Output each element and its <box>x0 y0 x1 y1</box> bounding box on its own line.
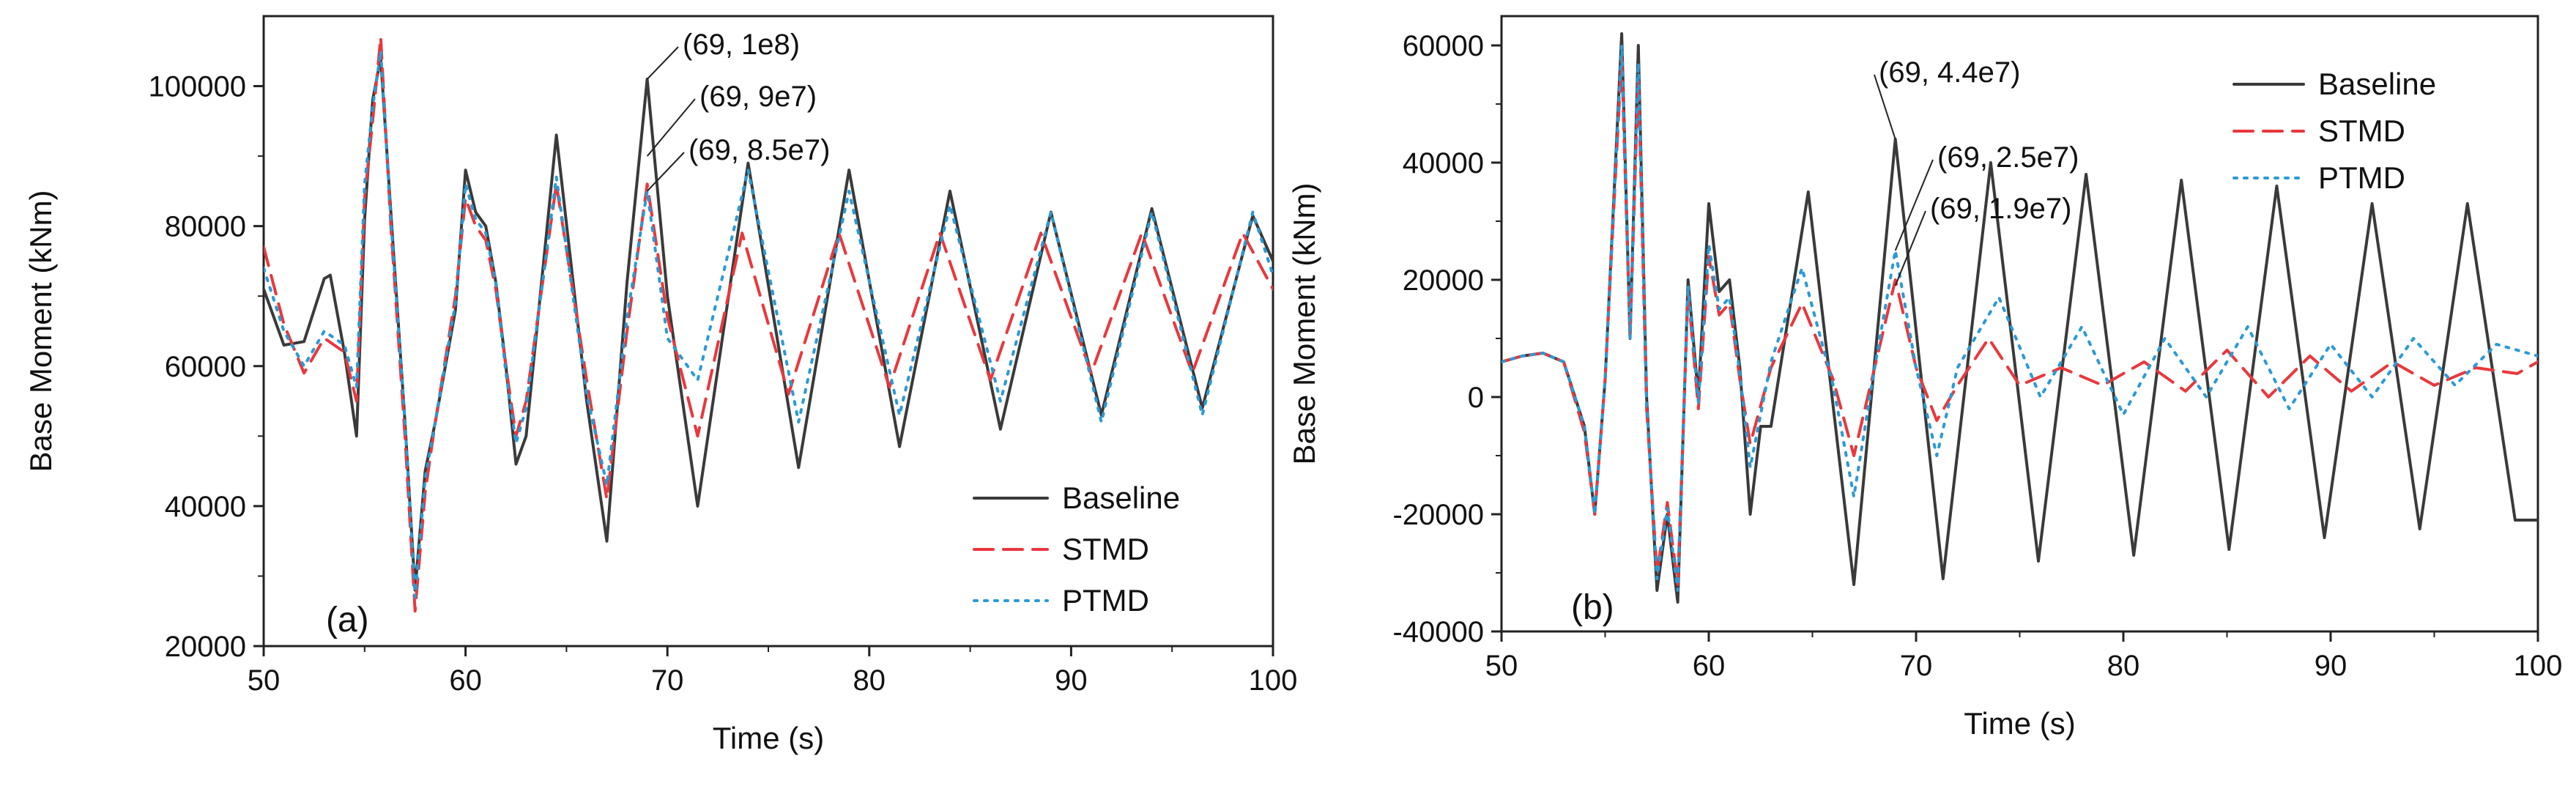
x-tick-label: 60 <box>449 664 482 697</box>
x-tick-label: 90 <box>2315 650 2347 682</box>
legend: Baseline STMD PTMD <box>973 481 1180 618</box>
annotation-label: (69, 8.5e7) <box>688 134 830 166</box>
y-tick-label: 40000 <box>1403 147 1484 179</box>
x-axis-title: Time (s) <box>1964 706 2075 741</box>
x-tick-label: 100 <box>1249 664 1298 697</box>
plot-frame <box>1500 15 2539 633</box>
legend-label-ptmd: PTMD <box>2318 160 2405 195</box>
legend-label-stmd: STMD <box>1062 532 1149 566</box>
series-line-ptmd <box>1502 44 2538 592</box>
x-tick-label: 50 <box>248 664 281 697</box>
annotation-leader <box>646 152 685 192</box>
legend: Baseline STMD PTMD <box>2232 67 2436 195</box>
chart-panel-a: 50 60 70 80 90 100 20000 40000 60000 80000 100000 T… <box>23 15 1298 755</box>
annotation-label: (69, 1e8) <box>683 29 800 61</box>
annotation-label: (69, 1.9e7) <box>1930 193 2071 225</box>
legend-label-stmd: STMD <box>2318 114 2405 148</box>
x-tick-label: 70 <box>1900 650 1933 682</box>
x-tick-label: 90 <box>1055 664 1088 697</box>
panel-label: (a) <box>326 601 369 640</box>
y-tick-label: 60000 <box>1403 30 1484 62</box>
chart-panel-b: 50 60 70 80 90 100 -40000 -20000 0 20000 40000 6000… <box>1287 15 2563 741</box>
y-tick-label: 20000 <box>1403 264 1484 297</box>
y-tick-label: -40000 <box>1392 616 1484 648</box>
x-tick-label: 80 <box>2107 650 2140 682</box>
legend-label-baseline: Baseline <box>2318 67 2436 101</box>
y-tick-label: 20000 <box>165 631 246 663</box>
x-axis-title: Time (s) <box>713 721 824 755</box>
y-tick-label: 60000 <box>165 351 246 383</box>
annotation-label: (69, 2.5e7) <box>1937 141 2079 174</box>
series-line-stmd <box>264 35 1273 613</box>
y-tick-label: 0 <box>1468 382 1484 414</box>
legend-label-ptmd: PTMD <box>1062 583 1149 618</box>
annotation-label: (69, 9e7) <box>699 81 817 113</box>
x-tick-label: 60 <box>1693 650 1726 682</box>
y-tick-label: 40000 <box>165 491 246 523</box>
series-line-stmd <box>1502 56 2538 586</box>
x-tick-label: 80 <box>853 664 886 697</box>
annotation-label: (69, 4.4e7) <box>1879 56 2020 89</box>
annotation-leader <box>1894 210 1926 286</box>
series-line-ptmd <box>264 49 1273 599</box>
x-tick-label: 70 <box>651 664 684 697</box>
annotation-leader <box>646 46 679 80</box>
series-group <box>264 35 1273 613</box>
annotation-leader <box>1874 74 1896 140</box>
annotation-leader <box>646 98 696 157</box>
series-group <box>1502 32 2538 604</box>
y-axis-title: Base Moment (kNm) <box>23 190 58 472</box>
y-tick-label: 100000 <box>149 71 246 103</box>
y-tick-label: 80000 <box>165 211 246 243</box>
x-tick-label: 50 <box>1485 650 1518 682</box>
y-axis-title: Base Moment (kNm) <box>1287 182 1321 464</box>
legend-label-baseline: Baseline <box>1062 481 1180 515</box>
y-tick-label: -20000 <box>1392 499 1484 531</box>
annotation-leader <box>1894 159 1934 251</box>
panel-label: (b) <box>1571 588 1614 627</box>
x-tick-label: 100 <box>2514 650 2563 682</box>
